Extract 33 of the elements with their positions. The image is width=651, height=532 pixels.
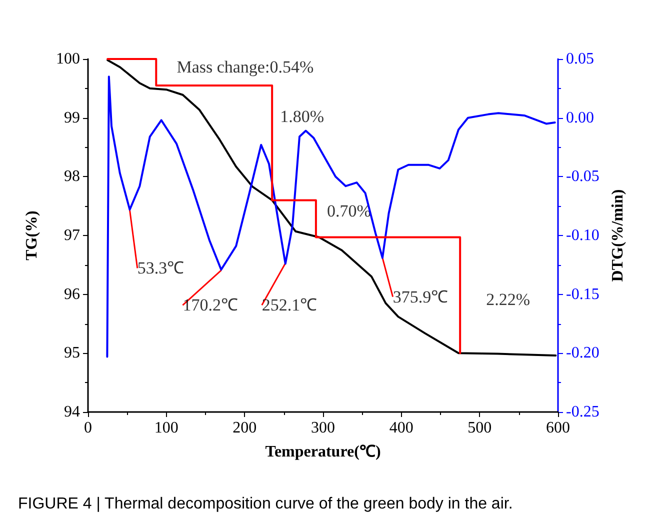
annotation: Mass change:0.54% bbox=[176, 57, 314, 76]
annotation: 53.3℃ bbox=[137, 258, 184, 278]
x-tick-label: 400 bbox=[389, 420, 414, 436]
x-tick-label: 600 bbox=[546, 420, 570, 436]
y2-tick-label: 0.05 bbox=[566, 50, 594, 68]
y2-tick-label: -0.25 bbox=[566, 404, 600, 420]
x-tick-label: 0 bbox=[84, 420, 92, 436]
annotation: 1.80% bbox=[280, 106, 324, 126]
y-axis-title: TG(%) bbox=[24, 210, 40, 260]
y2-tick-label: -0.15 bbox=[566, 286, 600, 303]
y-tick-label: 98 bbox=[64, 168, 80, 186]
y-tick-label: 99 bbox=[64, 109, 80, 126]
y2-tick-label: -0.10 bbox=[566, 227, 600, 244]
x-axis-title: Temperature(℃) bbox=[265, 444, 381, 460]
y2-tick-label: -0.20 bbox=[566, 344, 600, 362]
annotation: 252.1℃ bbox=[262, 296, 318, 315]
y-tick-label: 96 bbox=[64, 286, 80, 303]
line-series bbox=[106, 58, 462, 354]
y-tick-label: 94 bbox=[64, 404, 80, 420]
y-tick-label: 97 bbox=[64, 227, 80, 244]
y2-tick-label: 0.00 bbox=[566, 109, 594, 126]
annotation: 2.22% bbox=[486, 290, 530, 309]
y-tick-label: 95 bbox=[64, 344, 80, 362]
y2-axis-title: DTG(%/min) bbox=[610, 189, 627, 282]
annotation: 375.9℃ bbox=[392, 287, 448, 306]
caption: FIGURE 4 | Thermal decomposition curve of the green body in the air. bbox=[18, 496, 513, 512]
annotation: 170.2℃ bbox=[182, 296, 238, 315]
y2-tick-label: -0.05 bbox=[566, 168, 600, 186]
x-tick-label: 200 bbox=[232, 420, 257, 436]
x-tick-label: 300 bbox=[311, 420, 335, 436]
x-tick-label: 500 bbox=[468, 420, 492, 436]
x-tick-label: 100 bbox=[154, 420, 178, 436]
y-tick-label: 100 bbox=[56, 50, 80, 68]
